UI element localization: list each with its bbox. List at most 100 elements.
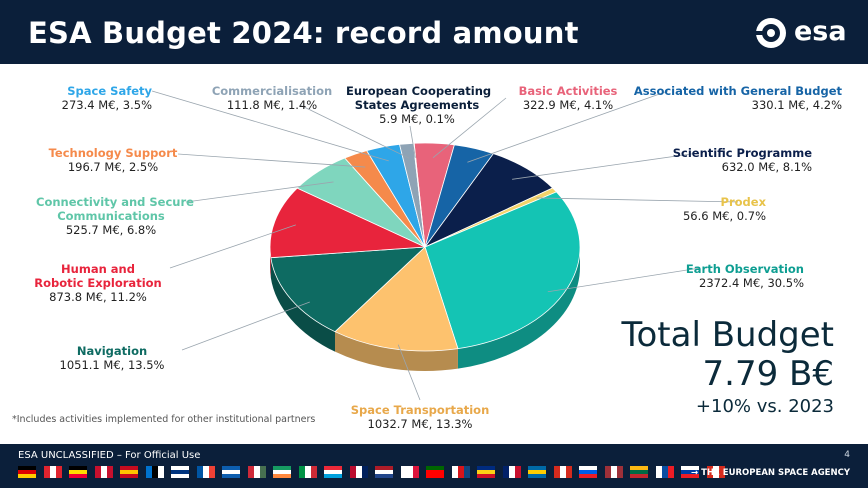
flag-gr-icon bbox=[222, 466, 240, 478]
leader-line-8 bbox=[185, 181, 334, 203]
leader-line-7 bbox=[169, 224, 296, 269]
esa-logo-icon bbox=[756, 18, 786, 48]
flag-it-icon bbox=[298, 466, 317, 478]
leader-line-1 bbox=[467, 90, 669, 163]
label-science-value: 632.0 M€, 8.1% bbox=[721, 160, 812, 174]
esa-logo: esa bbox=[754, 16, 850, 50]
total-budget-block: Total Budget 7.79 B€ +10% vs. 2023 bbox=[622, 316, 835, 420]
label-space-safety-value: 273.4 M€, 3.5% bbox=[61, 98, 152, 112]
pie-slice-space-transportation bbox=[334, 246, 459, 352]
label-associated: Associated with General Budget 330.1 M€,… bbox=[634, 84, 842, 112]
flag-pl-icon bbox=[400, 466, 419, 478]
label-ecsa-name-2: States Agreements bbox=[354, 98, 480, 112]
label-space-safety-name: Space Safety bbox=[67, 84, 152, 98]
leader-line-10 bbox=[151, 90, 389, 162]
label-navigation-name: Navigation bbox=[76, 344, 148, 358]
flag-de-icon bbox=[18, 466, 36, 478]
label-connectivity-value: 525.7 M€, 6.8% bbox=[65, 223, 157, 237]
flag-no-icon bbox=[349, 466, 368, 478]
label-science-name: Scientific Programme bbox=[672, 146, 812, 160]
flag-at-icon bbox=[43, 466, 62, 478]
flag-be-icon bbox=[69, 466, 87, 478]
flag-lt-icon bbox=[630, 466, 648, 478]
flag-ca-icon bbox=[706, 466, 725, 478]
label-commercialisation-name: Commercialisation bbox=[211, 84, 333, 98]
label-prodex: Prodex 56.6 M€, 0.7% bbox=[683, 195, 766, 223]
label-eo-name: Earth Observation bbox=[685, 262, 804, 276]
label-human-name-2: Robotic Exploration bbox=[34, 276, 162, 290]
total-budget-label: Total Budget bbox=[621, 315, 835, 355]
label-assoc-value: 330.1 M€, 4.2% bbox=[751, 98, 842, 112]
label-techsupport-name: Technology Support bbox=[48, 146, 178, 160]
leader-line-3 bbox=[536, 197, 739, 203]
flag-lv-icon bbox=[604, 466, 623, 478]
label-assoc-name: Associated with General Budget bbox=[633, 84, 842, 98]
label-eo-value: 2372.4 M€, 30.5% bbox=[699, 276, 804, 290]
label-basic-activities: Basic Activities 322.9 M€, 4.1% bbox=[508, 84, 628, 112]
pie-slice-navigation bbox=[270, 246, 427, 333]
label-transport-value: 1032.7 M€, 13.3% bbox=[367, 417, 473, 431]
label-connectivity: Connectivity and Secure Communications 5… bbox=[36, 195, 194, 237]
pie-side-5 bbox=[335, 331, 458, 372]
flag-uk-icon bbox=[502, 466, 521, 478]
flag-fr-icon bbox=[196, 466, 215, 478]
flag-sl-icon bbox=[681, 466, 699, 478]
label-human-name-1: Human and bbox=[61, 262, 135, 276]
label-connectivity-name-2: Communications bbox=[57, 209, 165, 223]
label-connectivity-name-1: Connectivity and Secure bbox=[36, 195, 194, 209]
flag-se-icon bbox=[528, 466, 546, 478]
title-bar: ESA Budget 2024: record amount esa bbox=[0, 0, 868, 64]
leader-line-5 bbox=[397, 344, 421, 401]
leader-line-4 bbox=[547, 267, 701, 293]
pie-slice-human-and-robotic-exploration bbox=[269, 187, 426, 259]
label-navigation: Navigation 1051.1 M€, 13.5% bbox=[52, 344, 172, 372]
flag-nl-icon bbox=[375, 466, 393, 478]
flag-sk-icon bbox=[655, 466, 674, 478]
flag-es-icon bbox=[120, 466, 138, 478]
label-transport-name: Space Transportation bbox=[350, 403, 490, 417]
flag-cz-icon bbox=[451, 466, 470, 478]
label-ecsa: European Cooperating States Agreements 5… bbox=[346, 84, 492, 126]
pie-slice-earth-observation bbox=[424, 191, 581, 350]
page-number: 4 bbox=[844, 450, 850, 460]
flag-ch-icon bbox=[553, 466, 572, 478]
footer-bar: ESA UNCLASSIFIED – For Official Use 4 → … bbox=[0, 444, 868, 488]
flag-ie-icon bbox=[273, 466, 291, 478]
pie-side-6 bbox=[270, 257, 336, 352]
label-ecsa-name-1: European Cooperating bbox=[346, 84, 492, 98]
label-navigation-value: 1051.1 M€, 13.5% bbox=[59, 358, 165, 372]
label-prodex-value: 56.6 M€, 0.7% bbox=[682, 209, 766, 223]
label-prodex-name: Prodex bbox=[720, 195, 766, 209]
leader-line-2 bbox=[512, 152, 699, 180]
esa-logo-text: esa bbox=[794, 16, 847, 47]
label-earth-observation: Earth Observation 2372.4 M€, 30.5% bbox=[686, 262, 804, 290]
pie-side-4 bbox=[457, 247, 580, 369]
total-budget-value: 7.79 B€ bbox=[702, 354, 834, 394]
pie-slice-european-cooperating-states-agreements bbox=[412, 142, 426, 248]
label-ecsa-value: 5.9 M€, 0.1% bbox=[379, 112, 455, 126]
label-human-value: 873.8 M€, 11.2% bbox=[49, 290, 147, 304]
flag-dk-icon bbox=[94, 466, 113, 478]
label-space-safety: Space Safety 273.4 M€, 3.5% bbox=[62, 84, 152, 112]
footnote: *Includes activities implemented for oth… bbox=[12, 414, 316, 425]
label-scientific: Scientific Programme 632.0 M€, 8.1% bbox=[673, 146, 812, 174]
label-commercialisation-value: 111.8 M€, 1.4% bbox=[226, 98, 318, 112]
leader-line-12 bbox=[409, 125, 416, 158]
leader-line-6 bbox=[181, 301, 310, 351]
flag-hu-icon bbox=[247, 466, 266, 478]
flag-si-icon bbox=[579, 466, 597, 478]
label-technology-support: Technology Support 196.7 M€, 2.5% bbox=[48, 146, 178, 174]
label-basic-value: 322.9 M€, 4.1% bbox=[522, 98, 614, 112]
classification-text: ESA UNCLASSIFIED – For Official Use bbox=[18, 450, 201, 461]
label-techsupport-value: 196.7 M€, 2.5% bbox=[67, 160, 159, 174]
flag-lu-icon bbox=[324, 466, 342, 478]
flag-ee-icon bbox=[145, 466, 164, 478]
slide-title: ESA Budget 2024: record amount bbox=[28, 16, 579, 50]
label-space-transportation: Space Transportation 1032.7 M€, 13.3% bbox=[340, 403, 500, 431]
leader-line-0 bbox=[432, 97, 507, 159]
total-budget-change: +10% vs. 2023 bbox=[695, 396, 834, 417]
label-human-robotic: Human and Robotic Exploration 873.8 M€, … bbox=[28, 262, 168, 304]
flag-pt-icon bbox=[426, 466, 444, 478]
